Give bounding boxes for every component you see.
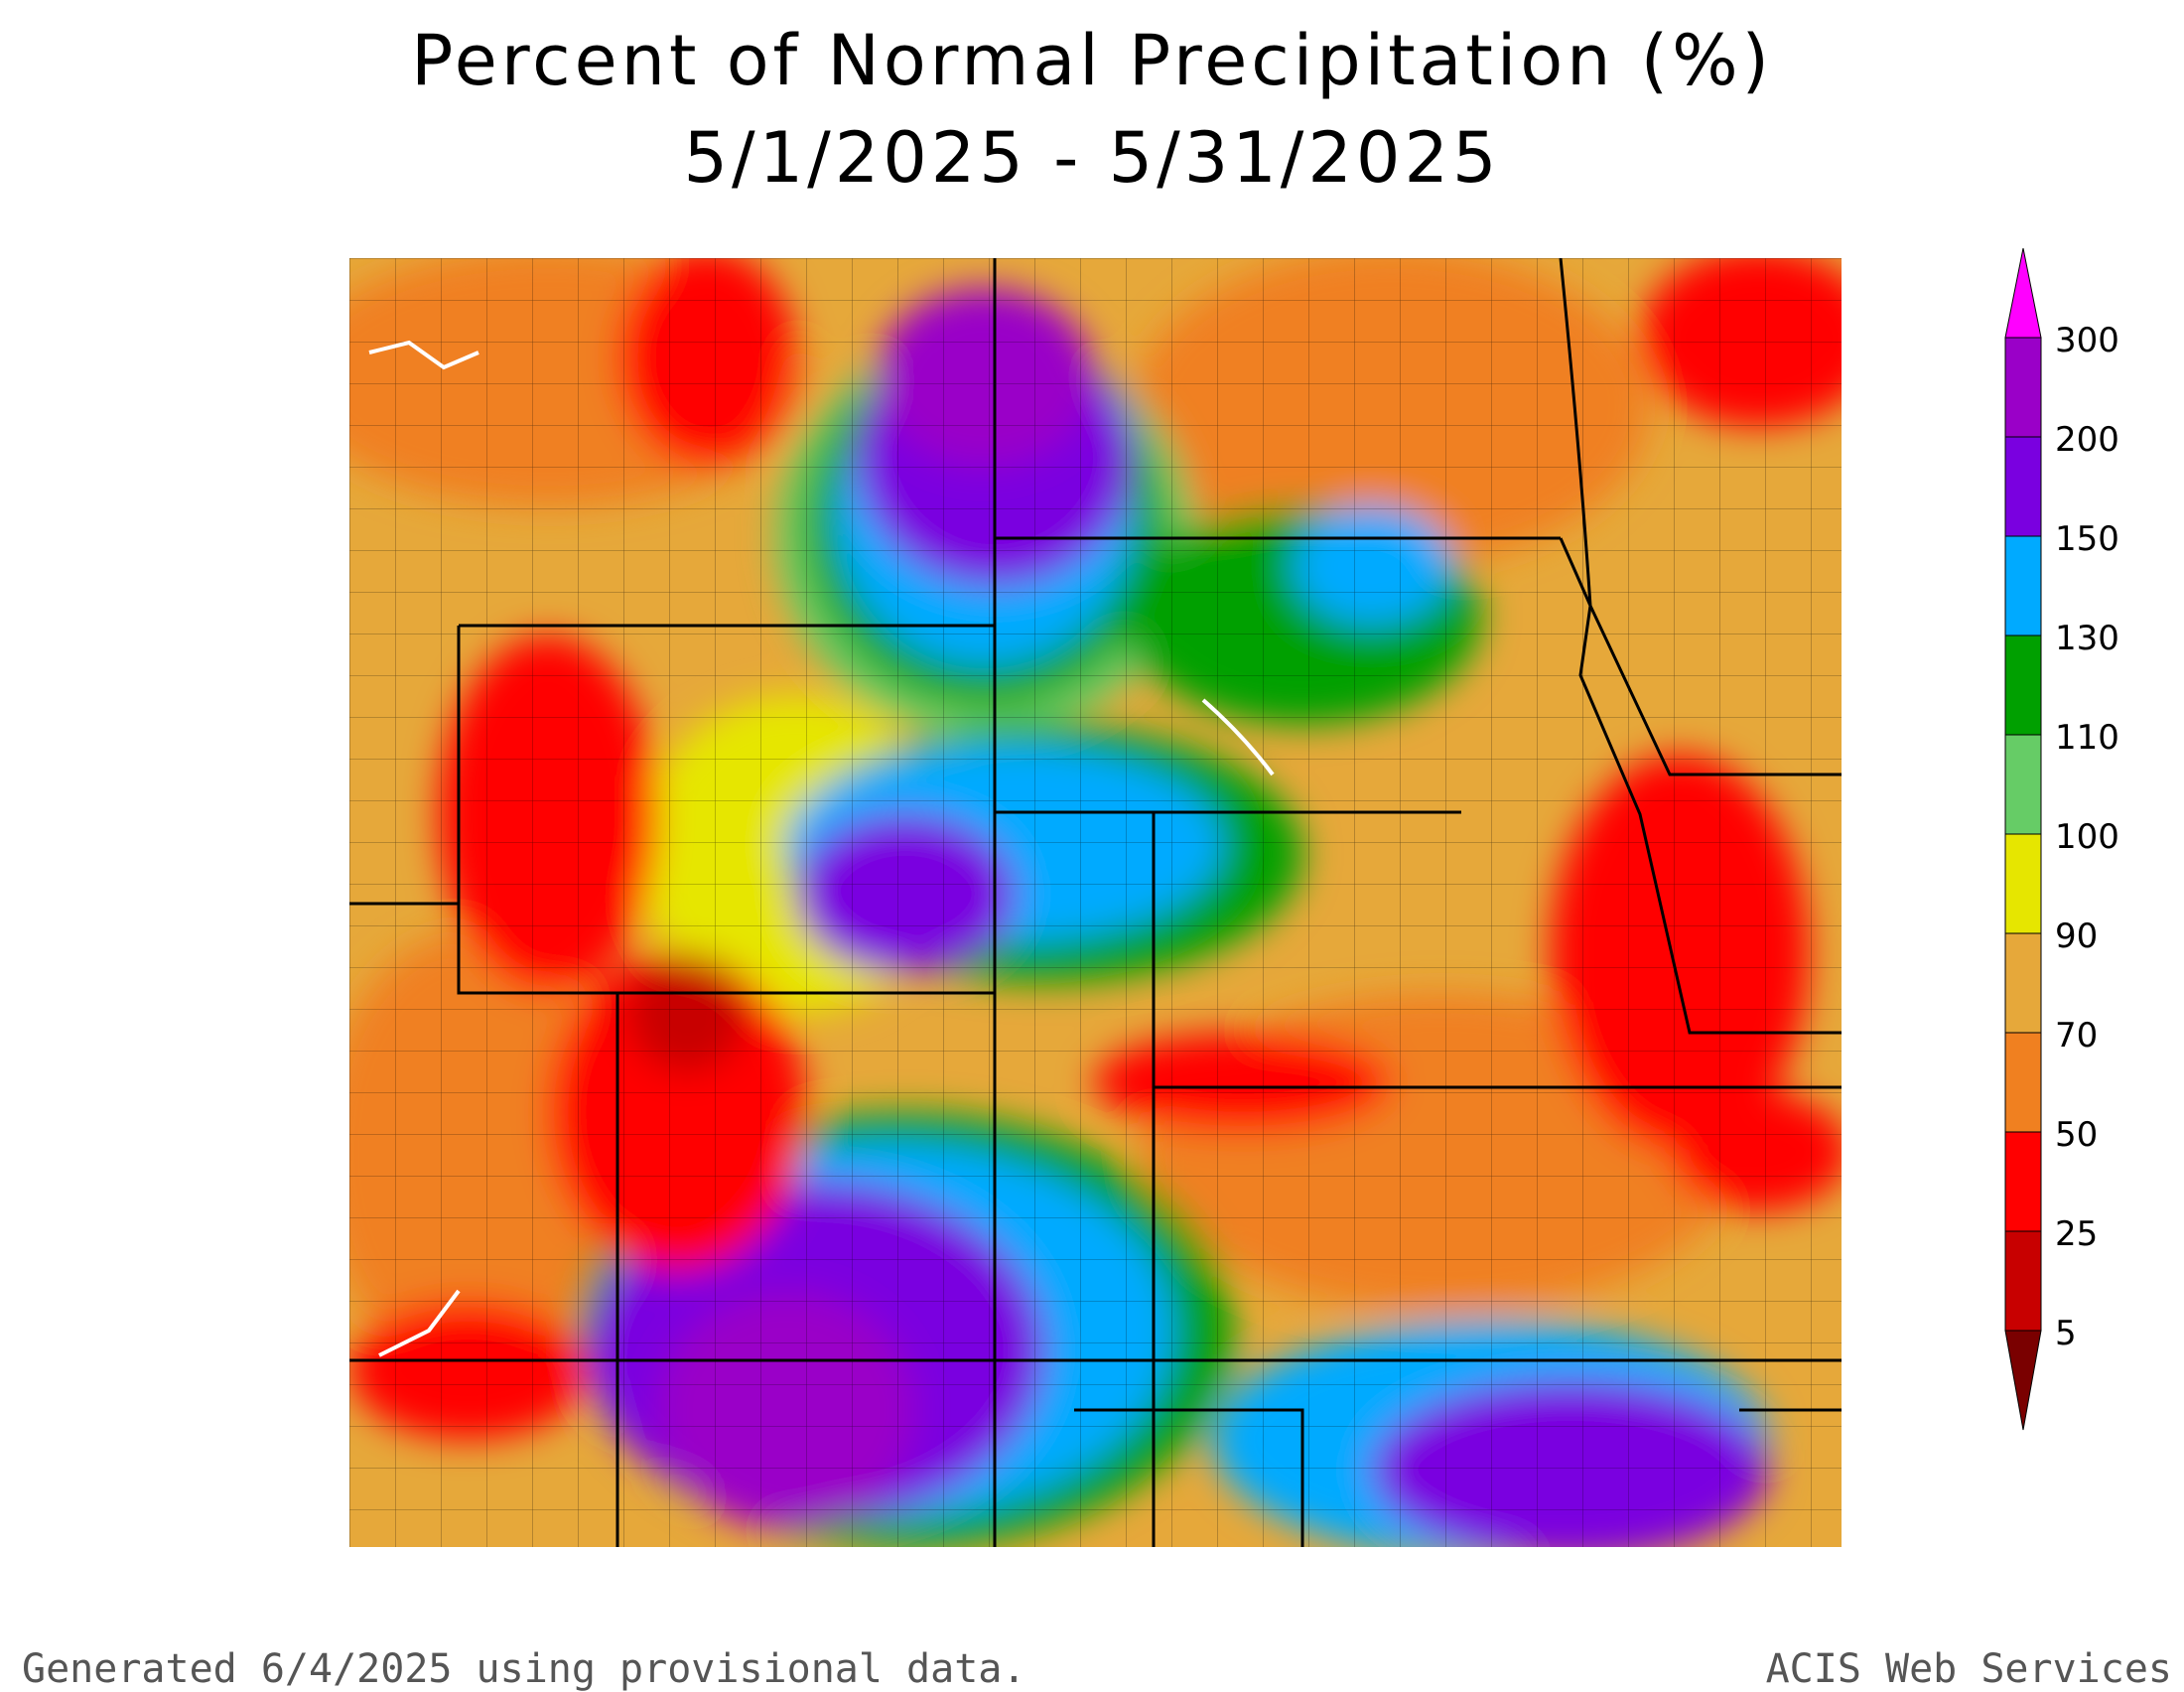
precipitation-map: [349, 258, 1842, 1547]
legend-label: 100: [2055, 817, 2119, 857]
legend-swatch: [2004, 1032, 2042, 1133]
precip-field: [349, 258, 1842, 1547]
legend-swatch: [2004, 634, 2042, 736]
map-title: Percent of Normal Precipitation (%): [411, 20, 1773, 101]
footer-generated-note: Generated 6/4/2025 using provisional dat…: [22, 1646, 1026, 1692]
legend-swatch: [2004, 1131, 2042, 1232]
legend-label: 5: [2055, 1314, 2077, 1353]
legend-label: 150: [2055, 519, 2119, 559]
legend-label: 110: [2055, 718, 2119, 758]
legend-label: 50: [2055, 1115, 2098, 1155]
legend-swatch: [2004, 535, 2042, 636]
legend-bottom-arrow: [2004, 1330, 2042, 1431]
footer-source: ACIS Web Services: [1765, 1646, 2172, 1692]
legend-label: 70: [2055, 1016, 2098, 1056]
state-boundaries: [349, 258, 1842, 1547]
legend-colorbar: 300 200 150 130 110 100 90 70 50 25 5: [2004, 247, 2119, 1431]
legend-swatch: [2004, 734, 2042, 835]
legend-swatch: [2004, 932, 2042, 1034]
legend-top-arrow: [2004, 247, 2042, 339]
legend-label: 25: [2055, 1214, 2098, 1254]
water-features: [368, 340, 1275, 1357]
legend-label: 90: [2055, 916, 2098, 956]
legend-swatch: [2004, 337, 2042, 438]
legend-label: 200: [2055, 420, 2119, 460]
legend-swatch: [2004, 833, 2042, 934]
legend-label: 300: [2055, 321, 2119, 360]
legend-label: 130: [2055, 619, 2119, 658]
color-legend: 300 200 150 130 110 100 90 70 50 25 5: [1995, 247, 2184, 1543]
legend-swatch: [2004, 436, 2042, 537]
legend-swatch: [2004, 1230, 2042, 1332]
map-date-range: 5/1/2025 - 5/31/2025: [683, 117, 1501, 199]
